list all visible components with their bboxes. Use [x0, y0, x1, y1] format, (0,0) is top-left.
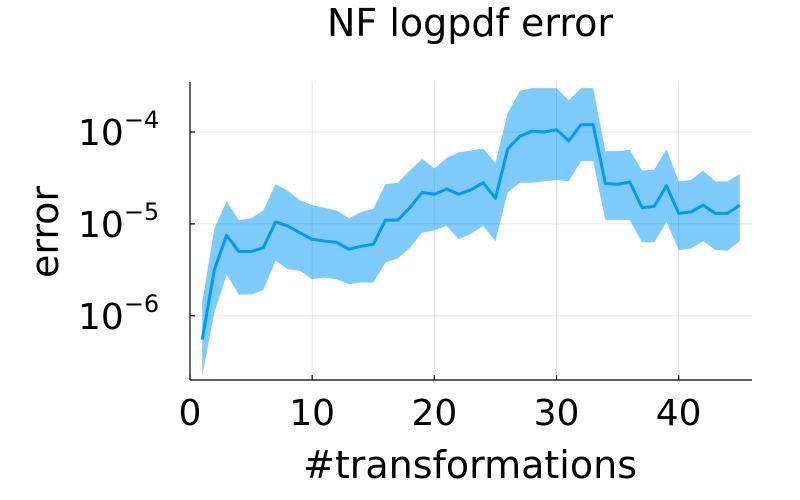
- series-line: [200, 123, 741, 340]
- x-tick-label-4: 40: [656, 393, 702, 434]
- y-axis-label: error: [23, 186, 67, 278]
- y-tick-labels: 10−6 10−5 10−4: [78, 106, 159, 338]
- x-axis-label: #transformations: [303, 443, 637, 487]
- y-tick-label-2: 10−4: [78, 106, 159, 154]
- chart-title: NF logpdf error: [327, 1, 613, 45]
- y-tick-label-1: 10−5: [78, 198, 159, 246]
- confidence-band-layer: [202, 88, 740, 377]
- x-tick-labels: 0 10 20 30 40: [179, 393, 702, 434]
- x-tick-label-1: 10: [289, 393, 335, 434]
- axes: [189, 82, 752, 381]
- y-tick-label-0: 10−6: [78, 290, 159, 338]
- x-tick-label-2: 20: [411, 393, 457, 434]
- x-tick-label-3: 30: [534, 393, 580, 434]
- confidence-band: [202, 88, 740, 377]
- x-tick-label-0: 0: [179, 393, 202, 434]
- series-line-layer: [200, 123, 741, 340]
